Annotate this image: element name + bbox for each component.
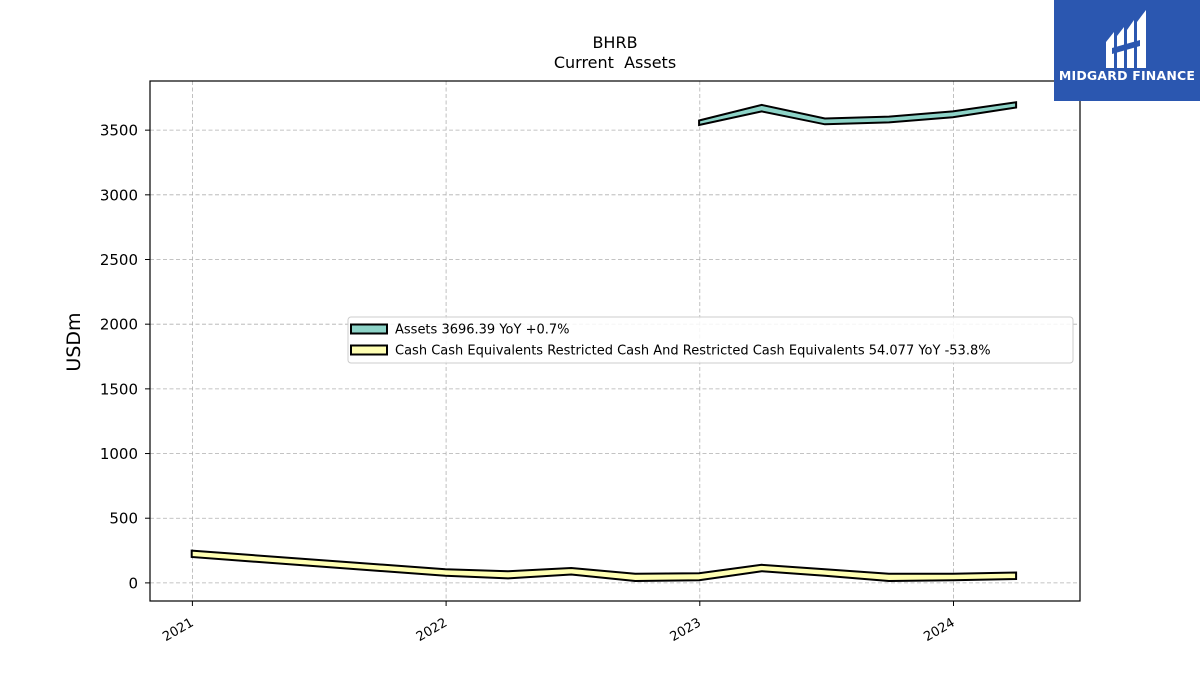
legend-swatch-1 [350,323,388,335]
y-tick-label: 1500 [100,380,138,398]
y-tick-label: 3500 [100,122,138,140]
y-tick-label: 1000 [100,445,138,463]
legend-swatch-2 [350,344,388,356]
ticks: 0 500 1000 1500 2000 2500 3000 3500 2021 2022 2023… [100,122,958,645]
y-tick-label: 2500 [100,251,138,269]
legend-label-1: Assets 3696.39 YoY +0.7% [395,323,570,338]
midgard-logo-icon [1106,10,1146,68]
y-tick-label: 500 [109,510,138,528]
y-axis-label: USDm [63,312,85,371]
series-layer [190,101,1018,583]
legend-label-2: Cash Cash Equivalents Restricted Cash An… [395,344,991,359]
x-tick-label: 2021 [160,615,196,645]
series-band-2 [190,549,1018,583]
x-tick-label: 2024 [921,615,957,645]
x-tick-label: 2022 [414,615,450,645]
logo-text: MIDGARD FINANCE [1058,68,1196,83]
brand-logo: MIDGARD FINANCE [1054,0,1200,101]
chart-title: BHRB [592,33,637,52]
y-tick-label: 3000 [100,186,138,204]
chart-subtitle: Current Assets [554,53,676,72]
y-tick-label: 0 [128,574,138,592]
plot-frame [149,80,1081,602]
y-tick-label: 2000 [100,316,138,334]
x-tick-label: 2023 [668,615,704,645]
legend: Assets 3696.39 YoY +0.7% Cash Cash Equiva… [347,316,1074,364]
series-band-1 [698,101,1018,127]
legend-box [347,316,1074,364]
